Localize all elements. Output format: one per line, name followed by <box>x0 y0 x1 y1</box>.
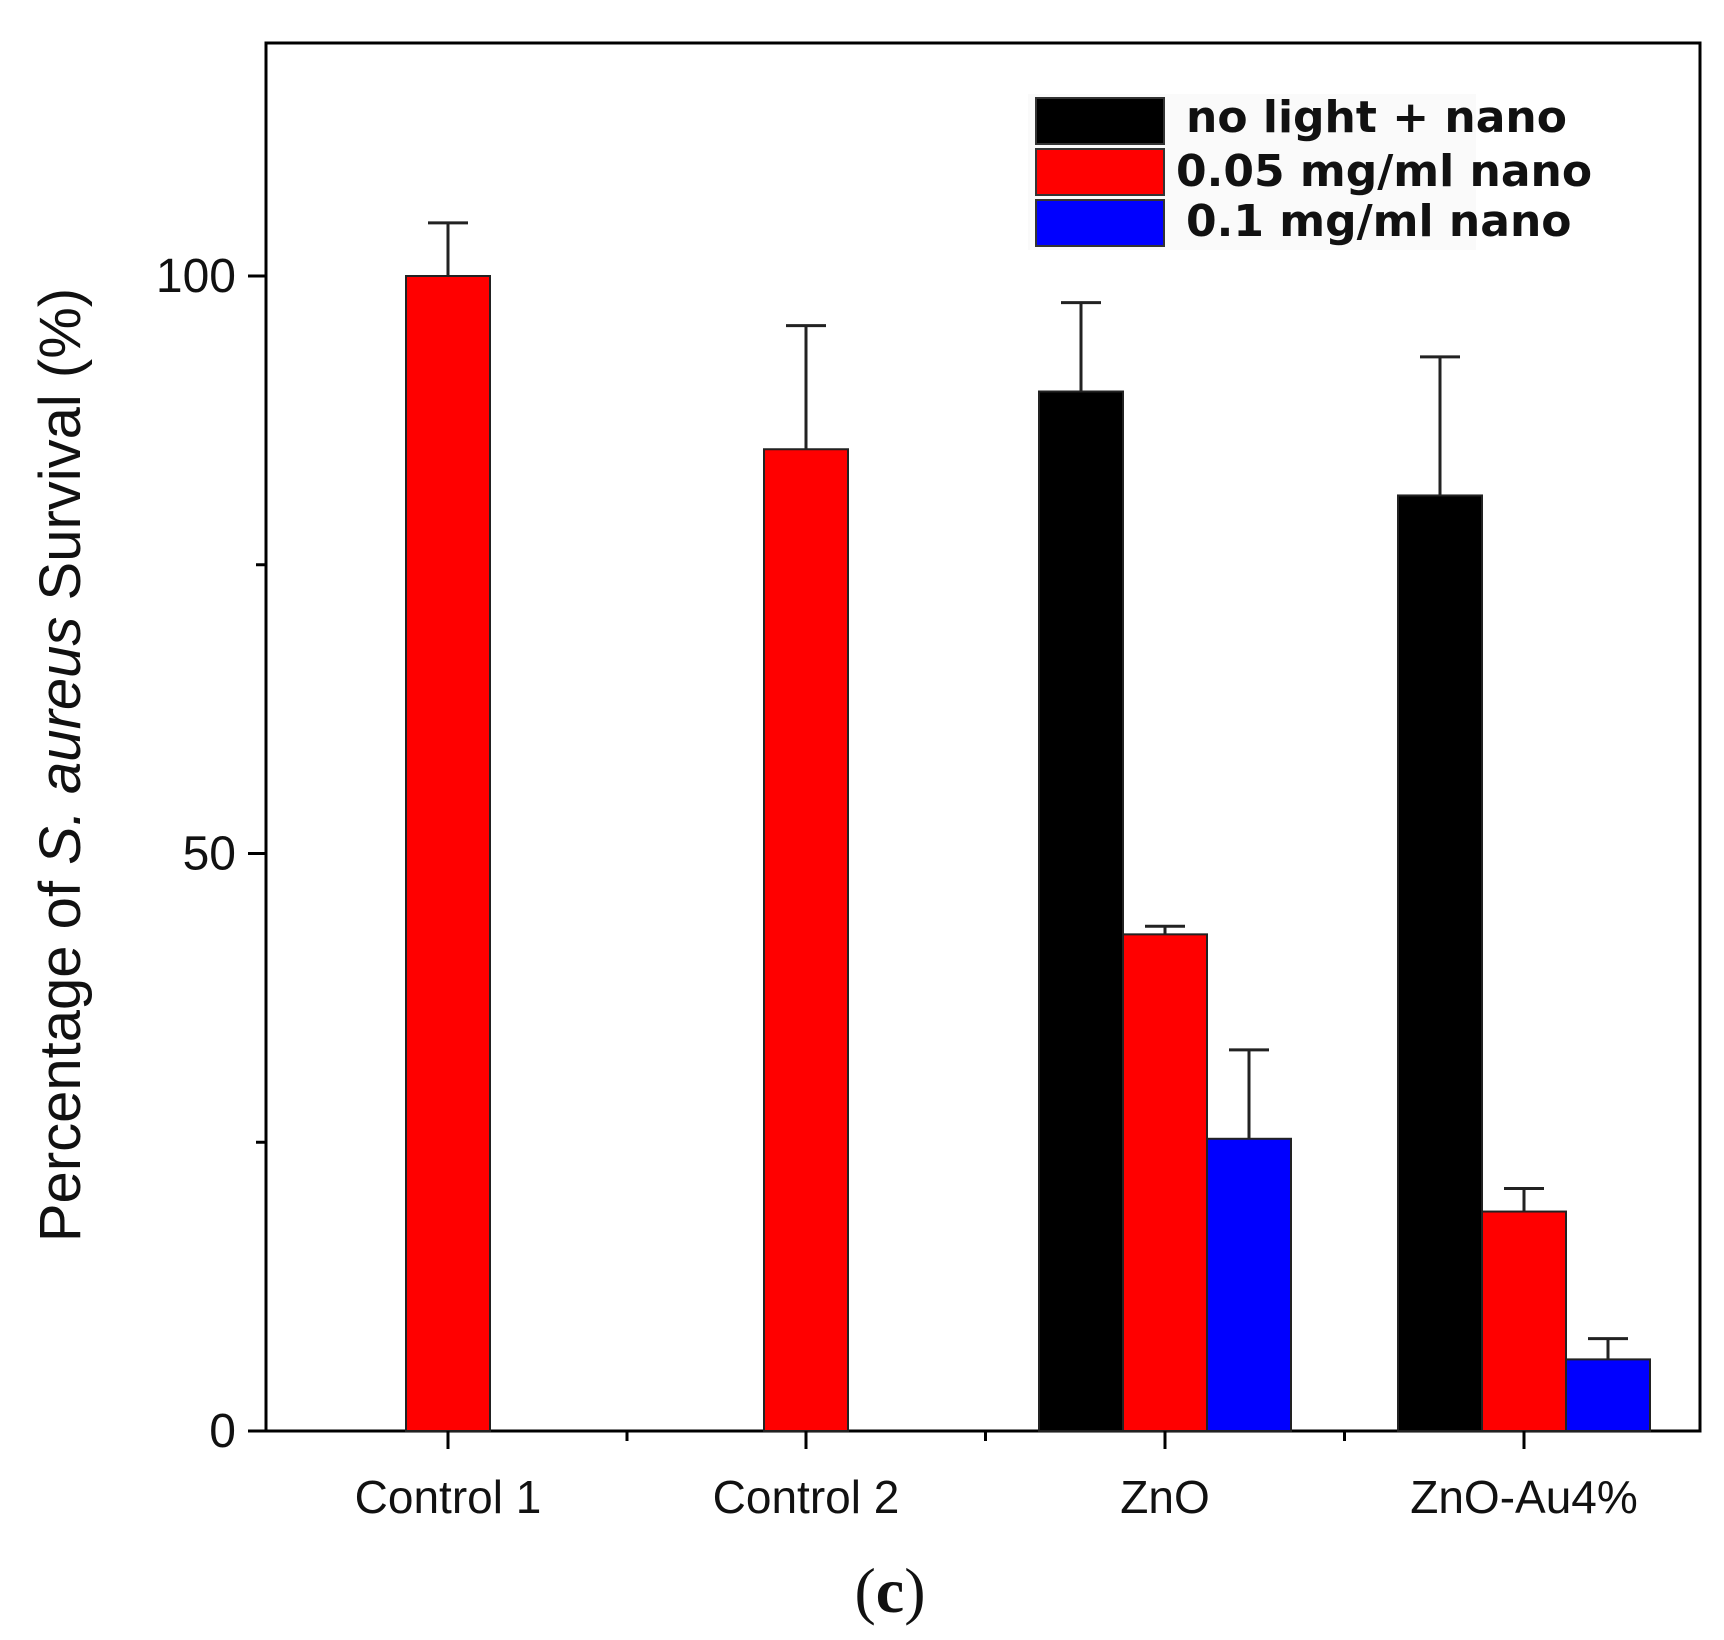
legend-label-no-light: no light + nano <box>1186 92 1567 143</box>
bar-zno-series-2 <box>1206 1137 1292 1433</box>
y-axis-label: Percentage of S. aureus Survival (%) <box>28 288 93 1242</box>
plot-frame <box>264 41 1702 1433</box>
x-tick-label: ZnO-Au4% <box>1410 1471 1638 1523</box>
legend-label-01: 0.1 mg/ml nano <box>1186 196 1572 247</box>
bar-zno-series-1 <box>1122 933 1208 1432</box>
bar-control-1-series-1 <box>405 275 491 1432</box>
bar-zno-au4--series-0 <box>1397 494 1483 1432</box>
legend-swatch-no-light <box>1035 97 1165 145</box>
axis-layer: Control 1 Control 2 ZnO ZnO-Au4% 0 50 100 <box>156 250 1638 1523</box>
x-tick-label: Control 2 <box>713 1471 900 1523</box>
bar-zno-au4--series-2 <box>1565 1358 1651 1433</box>
figure-caption: (c) <box>854 1555 925 1626</box>
y-tick-label: 50 <box>183 828 236 881</box>
x-tick-label: ZnO <box>1120 1471 1209 1523</box>
legend-swatch-01 <box>1035 199 1165 247</box>
legend-swatch-005 <box>1035 148 1165 196</box>
x-tick-label: Control 1 <box>355 1471 542 1523</box>
y-tick-label: 0 <box>209 1405 236 1458</box>
bar-control-2-series-1 <box>763 448 849 1432</box>
bar-zno-series-0 <box>1038 390 1124 1432</box>
bar-zno-au4--series-1 <box>1481 1210 1567 1433</box>
legend-label-005: 0.05 mg/ml nano <box>1176 146 1592 197</box>
legend: no light + nano 0.05 mg/ml nano 0.1 mg/m… <box>1028 92 1592 250</box>
y-tick-label: 100 <box>156 250 236 303</box>
bars-layer <box>405 221 1651 1433</box>
